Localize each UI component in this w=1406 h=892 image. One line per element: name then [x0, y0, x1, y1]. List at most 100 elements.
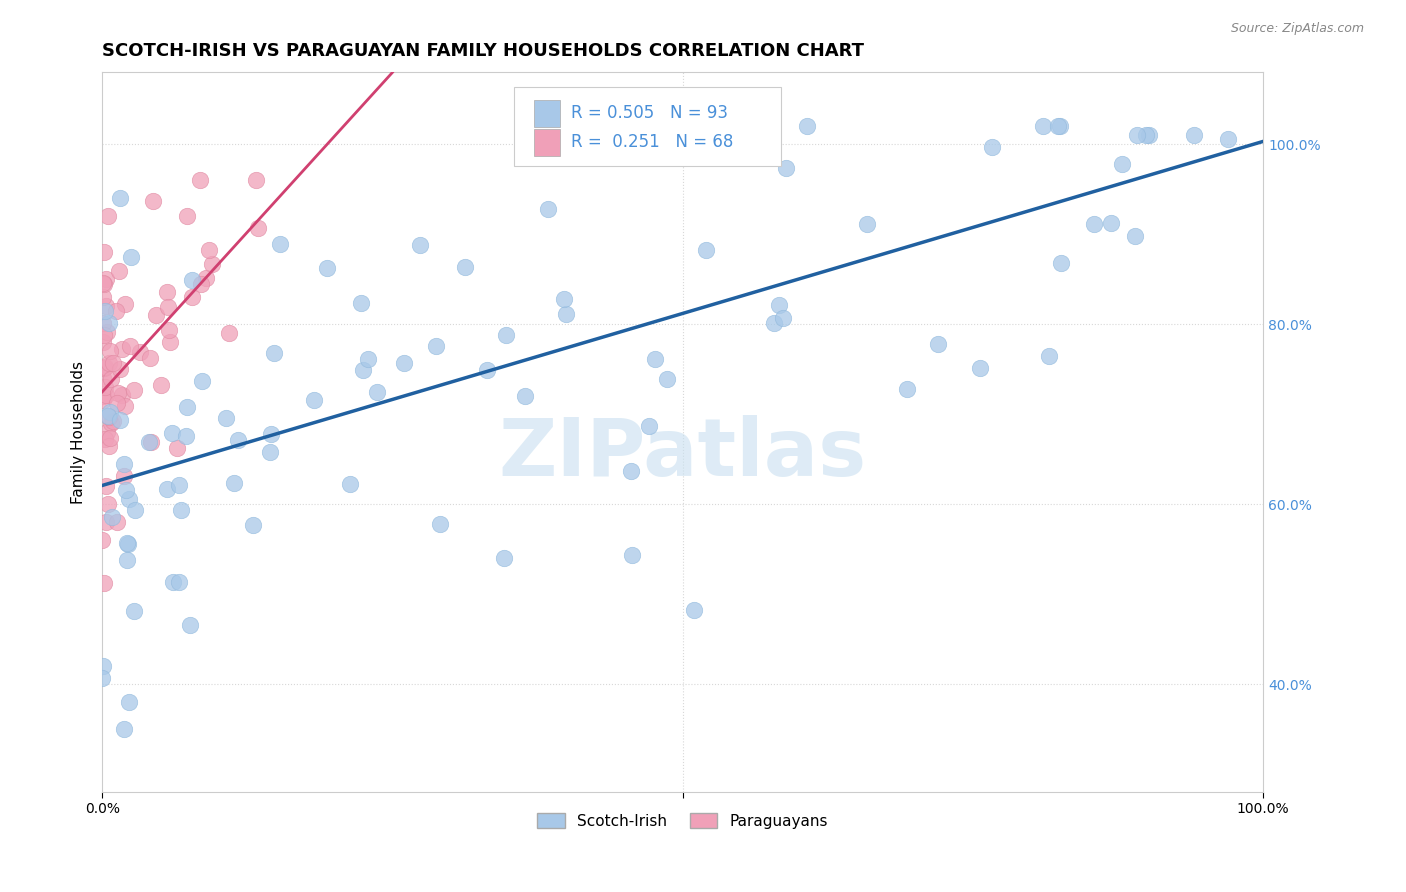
Point [112, 469, 135, 483]
Point [91, 276, 114, 290]
Point [339, 476, 361, 491]
Point [97, 356, 120, 370]
Point [124, 503, 146, 517]
Point [139, 434, 162, 449]
Point [96, 425, 118, 440]
Point [91, 671, 114, 685]
Text: ZIPatlas: ZIPatlas [499, 415, 868, 492]
Point [118, 339, 141, 353]
Legend: Scotch-Irish, Paraguayans: Scotch-Irish, Paraguayans [531, 806, 834, 835]
Point [768, 298, 790, 312]
Point [495, 328, 517, 343]
Point [94, 272, 117, 286]
Point [162, 426, 184, 441]
Point [94, 303, 117, 318]
Point [91, 335, 114, 350]
Point [114, 400, 136, 414]
Point [247, 221, 270, 235]
Point [1049, 120, 1071, 134]
FancyBboxPatch shape [515, 87, 782, 166]
Point [350, 296, 373, 310]
Point [260, 427, 283, 442]
Point [118, 491, 141, 506]
Point [553, 292, 575, 306]
Point [695, 244, 717, 258]
Point [763, 316, 786, 330]
Point [94, 380, 117, 394]
Point [1184, 128, 1206, 143]
Point [150, 378, 173, 392]
Point [668, 132, 690, 146]
Point [122, 603, 145, 617]
Point [856, 218, 879, 232]
Point [492, 550, 515, 565]
Point [93, 290, 115, 304]
Point [93, 327, 115, 342]
Point [112, 457, 135, 471]
Point [98, 430, 121, 444]
Point [167, 574, 190, 589]
FancyBboxPatch shape [534, 100, 560, 128]
Point [120, 250, 142, 264]
Point [93, 277, 115, 291]
Point [620, 464, 643, 478]
Point [162, 574, 184, 589]
Point [425, 339, 447, 353]
Point [157, 300, 180, 314]
Point [1135, 128, 1157, 143]
Point [96, 479, 118, 493]
Point [97, 409, 120, 423]
Point [174, 429, 197, 443]
Point [218, 326, 240, 341]
Point [93, 360, 115, 375]
Point [1099, 216, 1122, 230]
Point [111, 388, 134, 402]
Point [107, 264, 129, 278]
Point [1111, 156, 1133, 170]
Point [100, 372, 122, 386]
Point [683, 602, 706, 616]
Point [96, 299, 118, 313]
Point [536, 202, 558, 217]
Text: R = 0.505   N = 93: R = 0.505 N = 93 [571, 104, 728, 122]
Point [896, 382, 918, 396]
Point [115, 536, 138, 550]
Point [1123, 228, 1146, 243]
Point [93, 575, 115, 590]
Point [356, 351, 378, 366]
Point [112, 722, 135, 736]
Point [513, 388, 536, 402]
Point [94, 515, 117, 529]
Text: SCOTCH-IRISH VS PARAGUAYAN FAMILY HOUSEHOLDS CORRELATION CHART: SCOTCH-IRISH VS PARAGUAYAN FAMILY HOUSEH… [103, 42, 865, 60]
Point [138, 351, 160, 365]
Point [94, 432, 117, 446]
Point [101, 356, 124, 370]
Point [166, 441, 188, 455]
Point [91, 393, 114, 408]
Point [181, 290, 204, 304]
Point [103, 414, 125, 428]
Point [242, 518, 264, 533]
Point [98, 343, 121, 358]
Point [263, 346, 285, 360]
Point [761, 141, 783, 155]
Point [775, 161, 797, 175]
Point [392, 356, 415, 370]
Point [101, 509, 124, 524]
Point [93, 245, 115, 260]
Point [157, 323, 180, 337]
Point [475, 363, 498, 377]
Point [176, 400, 198, 414]
Point [1038, 349, 1060, 363]
Point [554, 307, 576, 321]
Point [159, 334, 181, 349]
Point [683, 126, 706, 140]
Point [352, 363, 374, 377]
Point [408, 238, 430, 252]
Point [97, 409, 120, 424]
Point [1137, 128, 1160, 143]
Point [142, 194, 165, 209]
Point [111, 343, 134, 357]
Point [117, 552, 139, 566]
Point [454, 260, 477, 274]
